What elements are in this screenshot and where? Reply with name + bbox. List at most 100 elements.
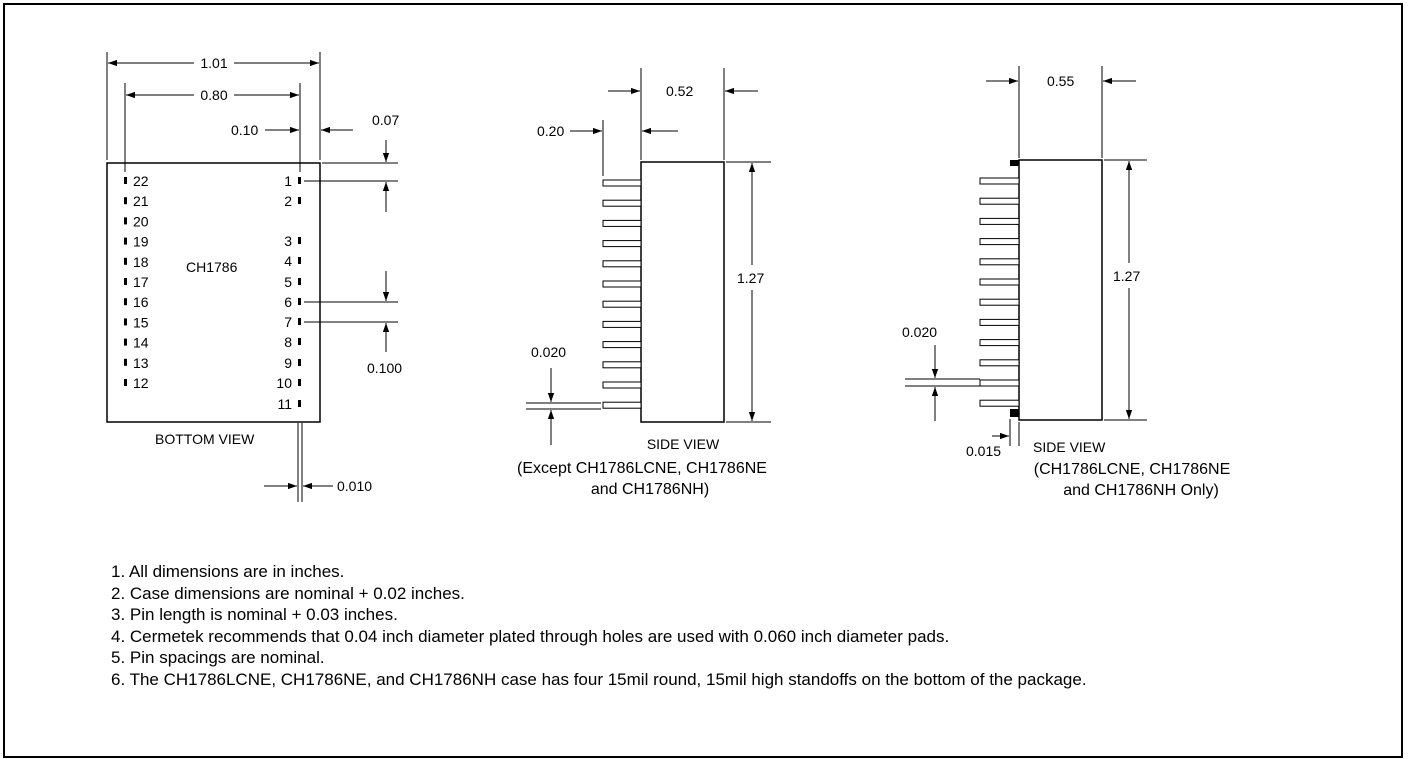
pin-marker: [298, 257, 301, 264]
side-view-standard-caption-2: and CH1786NH): [591, 481, 709, 498]
dim-top-to-pin1: 0.07: [372, 112, 399, 128]
side-pin: [979, 238, 1020, 246]
dim-std-height: 1.27: [737, 270, 764, 286]
pin-marker: [124, 177, 127, 184]
side-pin: [602, 219, 642, 227]
pin-number: 5: [284, 274, 292, 290]
pin-number: 8: [284, 334, 292, 350]
note-item: 6. The CH1786LCNE, CH1786NE, and CH1786N…: [111, 669, 1087, 689]
pin-marker: [124, 237, 127, 245]
side-view-standard: 0.52 0.20 1.27 0.020 SIDE VIEW (Except C…: [517, 68, 771, 498]
pin-marker: [124, 217, 127, 225]
dim-so-height: 1.27: [1113, 268, 1140, 284]
dim-pin-row-span: 0.80: [200, 87, 227, 103]
dim-so-width: 0.55: [1047, 73, 1074, 89]
dim-std-pin-thickness: 0.020: [531, 344, 566, 360]
pin-marker: [124, 318, 127, 326]
pin-number: 17: [133, 274, 149, 290]
standoff-top: [1010, 160, 1019, 166]
pin-marker: [124, 338, 127, 346]
pin-number: 4: [284, 253, 292, 269]
side-pin: [602, 341, 642, 349]
drawing-border: [3, 3, 1403, 758]
pin-marker: [124, 379, 127, 386]
side-pin: [979, 278, 1020, 286]
side-view-standoff-pins: [979, 177, 1020, 407]
pin-number: 2: [284, 193, 292, 209]
dim-overall-width: 1.01: [200, 55, 227, 71]
note-item: 1. All dimensions are in inches.: [111, 562, 345, 581]
side-pin: [979, 258, 1020, 266]
note-item: 2. Case dimensions are nominal + 0.02 in…: [111, 583, 465, 603]
pin-number: 12: [133, 375, 149, 391]
side-pin: [979, 379, 1020, 387]
pin-marker: [298, 400, 301, 407]
standoff-bottom: [1010, 409, 1019, 417]
side-view-standard-caption-1: (Except CH1786LCNE, CH1786NE: [517, 460, 767, 477]
side-pin: [979, 217, 1020, 225]
note-item: 3. Pin length is nominal + 0.03 inches.: [111, 605, 398, 624]
bottom-view-body: [106, 162, 321, 423]
dim-pin-inset: 0.10: [231, 122, 258, 138]
pin-marker: [298, 278, 301, 285]
pin-number: 1: [284, 173, 292, 189]
dim-pin-width: 0.010: [337, 478, 372, 494]
side-pin: [979, 318, 1020, 326]
side-pin: [602, 199, 642, 207]
pin-marker: [124, 358, 127, 366]
pin-number: 19: [133, 234, 149, 250]
dim-standoff: 0.015: [966, 443, 1001, 459]
pin-marker: [298, 197, 301, 204]
pin-marker: [298, 379, 301, 386]
side-pin: [602, 361, 642, 369]
pin-marker: [298, 298, 301, 305]
side-pin: [602, 381, 642, 389]
pin-number: 3: [284, 233, 292, 249]
pin-number: 9: [284, 355, 292, 371]
side-view-standoff-caption-1: (CH1786LCNE, CH1786NE: [1034, 461, 1231, 478]
pin-marker: [298, 177, 301, 184]
dim-std-pin-length: 0.20: [537, 123, 564, 139]
part-label: CH1786: [186, 259, 238, 275]
side-view-standoff-label: SIDE VIEW: [1033, 439, 1106, 455]
notes-list: 1. All dimensions are in inches. 2. Case…: [111, 561, 1087, 690]
note-item: 4. Cermetek recommends that 0.04 inch di…: [111, 626, 950, 646]
side-pin: [602, 320, 642, 328]
side-pin: [602, 179, 642, 187]
pin-marker: [298, 338, 301, 345]
pin-marker: [298, 237, 301, 244]
right-pin-column: 1 2 3 4 5 6 7 8 9 10 11: [276, 173, 301, 412]
pin-number: 22: [133, 173, 149, 189]
pin-marker: [124, 197, 127, 205]
pin-marker: [124, 278, 127, 285]
pin-marker: [124, 298, 127, 306]
pin-number: 15: [133, 314, 149, 330]
side-pin: [602, 260, 642, 268]
dim-std-width: 0.52: [666, 83, 693, 99]
side-view-standard-body: [640, 161, 725, 423]
note-item: 5. Pin spacings are nominal.: [111, 648, 325, 667]
side-pin: [979, 177, 1020, 185]
dim-so-pin-thickness: 0.020: [902, 324, 937, 340]
side-view-standoff: 0.55 1.27 0.020 0.015 SIDE VIEW (CH1786L…: [902, 66, 1230, 499]
side-pin: [979, 399, 1020, 407]
side-pin: [979, 298, 1020, 306]
pin-marker: [298, 318, 301, 325]
pin-marker: [124, 257, 127, 265]
bottom-view-label: BOTTOM VIEW: [155, 431, 255, 447]
pin-number: 16: [133, 294, 149, 310]
side-view-standoff-caption-2: and CH1786NH Only): [1063, 482, 1219, 499]
side-pin: [602, 401, 642, 409]
side-pin: [979, 359, 1020, 367]
side-pin: [602, 300, 642, 308]
pin-number: 18: [133, 254, 149, 270]
side-view-standard-pins: [602, 179, 642, 409]
pin-number: 11: [277, 396, 292, 412]
bottom-view: 1.01 0.80 0.10 0.07 0.100 0.010 CH1786 B…: [106, 52, 402, 502]
dim-pin-pitch: 0.100: [367, 360, 402, 376]
side-pin: [979, 339, 1020, 347]
pin-number: 13: [133, 355, 149, 371]
pin-number: 14: [133, 335, 149, 351]
pin-number: 21: [133, 193, 149, 209]
pin-number: 6: [284, 294, 292, 310]
